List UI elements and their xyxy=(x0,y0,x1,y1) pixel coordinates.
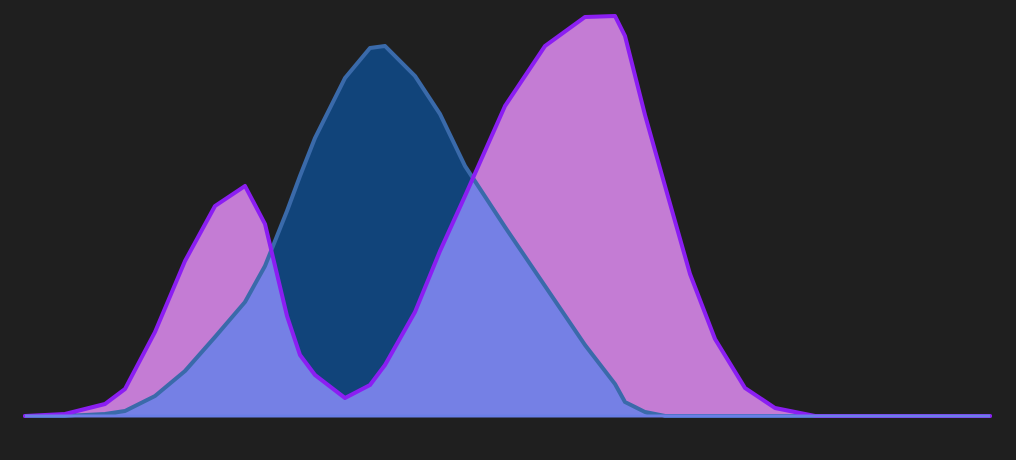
plot-area xyxy=(23,14,992,418)
series-1-line xyxy=(23,14,992,418)
